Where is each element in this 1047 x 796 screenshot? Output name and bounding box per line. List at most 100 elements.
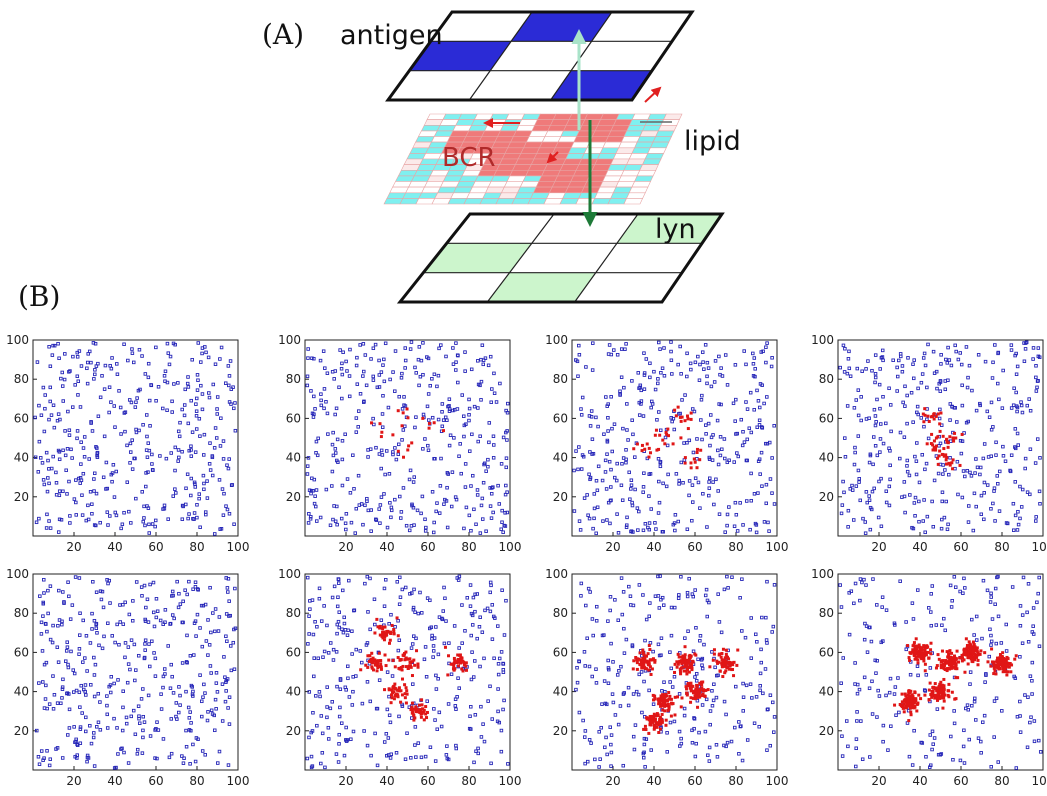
free-receptor-point <box>222 655 226 659</box>
clustered-receptor-point <box>947 682 951 686</box>
free-receptor-point <box>605 518 609 522</box>
clustered-receptor-point <box>664 718 668 722</box>
clustered-receptor-point <box>973 652 977 656</box>
lipid-cell <box>514 192 534 199</box>
free-receptor-point <box>169 451 173 455</box>
clustered-receptor-point <box>722 662 726 666</box>
clustered-receptor-point <box>926 645 930 649</box>
free-receptor-point <box>870 489 875 494</box>
free-receptor-point <box>967 737 972 742</box>
clustered-receptor-point <box>914 650 918 654</box>
free-receptor-point <box>765 707 770 712</box>
clustered-receptor-point <box>648 647 652 651</box>
free-receptor-point <box>60 756 65 760</box>
free-receptor-point <box>925 385 929 390</box>
clustered-receptor-point <box>724 652 728 656</box>
free-receptor-point <box>184 502 188 507</box>
free-receptor-point <box>359 502 364 506</box>
clustered-receptor-point <box>664 723 668 727</box>
free-receptor-point <box>400 587 405 592</box>
free-receptor-point <box>391 370 395 374</box>
free-receptor-point <box>899 354 903 359</box>
free-receptor-point <box>41 680 45 684</box>
free-receptor-point <box>499 728 504 733</box>
clustered-receptor-point <box>955 649 959 653</box>
free-receptor-point <box>612 422 617 426</box>
free-receptor-point <box>594 531 598 536</box>
free-receptor-point <box>473 609 477 614</box>
free-receptor-point <box>597 765 601 769</box>
bcr-cell <box>605 136 625 143</box>
clustered-receptor-point <box>972 647 976 651</box>
clustered-receptor-point <box>931 448 935 452</box>
free-receptor-point <box>985 483 990 487</box>
free-receptor-point <box>173 468 177 473</box>
clustered-receptor-point <box>684 685 688 689</box>
free-receptor-point <box>467 406 472 411</box>
clustered-receptor-point <box>683 665 687 669</box>
lipid-cell <box>602 141 622 149</box>
free-receptor-point <box>185 660 189 665</box>
clustered-receptor-point <box>640 449 644 453</box>
free-receptor-point <box>859 719 863 723</box>
free-receptor-point <box>372 422 376 427</box>
clustered-receptor-point <box>394 692 398 696</box>
free-receptor-point <box>74 500 78 505</box>
free-receptor-point <box>425 699 429 703</box>
free-receptor-point <box>108 690 113 695</box>
free-receptor-point <box>630 500 634 505</box>
free-receptor-point <box>440 410 444 414</box>
clustered-receptor-point <box>392 632 396 636</box>
free-receptor-point <box>150 468 155 472</box>
free-receptor-point <box>1009 348 1014 352</box>
free-receptor-point <box>339 516 344 521</box>
free-receptor-point <box>154 399 158 403</box>
free-receptor-point <box>858 577 863 581</box>
free-receptor-point <box>207 462 212 466</box>
free-receptor-point <box>320 751 325 755</box>
lipid-cell <box>597 153 617 160</box>
clustered-receptor-point <box>943 693 947 697</box>
free-receptor-point <box>1023 466 1027 471</box>
clustered-receptor-point <box>643 724 647 728</box>
antigen-grid-line <box>550 11 613 101</box>
clustered-receptor-point <box>700 686 704 690</box>
free-receptor-point <box>174 701 179 705</box>
free-receptor-point <box>880 348 885 353</box>
clustered-receptor-point <box>647 644 651 648</box>
free-receptor-point <box>490 603 495 607</box>
clustered-receptor-point <box>390 693 394 697</box>
free-receptor-point <box>579 407 583 411</box>
free-receptor-point <box>626 703 631 708</box>
free-receptor-point <box>603 458 608 463</box>
free-receptor-point <box>901 400 905 405</box>
free-receptor-point <box>42 429 47 434</box>
free-receptor-point <box>839 605 844 609</box>
free-receptor-point <box>175 717 179 721</box>
free-receptor-point <box>592 492 597 496</box>
free-receptor-point <box>189 454 194 458</box>
free-receptor-point <box>389 612 393 617</box>
lipid-cell <box>631 181 651 188</box>
clustered-receptor-point <box>652 727 656 731</box>
y-tick-label: 20 <box>286 724 301 738</box>
clustered-receptor-point <box>648 717 652 721</box>
free-receptor-point <box>46 476 50 480</box>
clustered-receptor-point <box>946 666 950 670</box>
free-receptor-point <box>213 728 217 733</box>
red-arrow <box>546 151 559 164</box>
clustered-receptor-point <box>945 440 949 444</box>
free-receptor-point <box>505 438 509 442</box>
clustered-receptor-point <box>392 629 396 633</box>
bcr-cell <box>501 153 522 160</box>
free-receptor-point <box>871 462 875 467</box>
free-receptor-point <box>929 610 933 614</box>
clustered-receptor-point <box>658 433 662 437</box>
free-receptor-point <box>583 761 587 766</box>
free-receptor-point <box>1037 644 1042 649</box>
free-receptor-point <box>981 456 986 461</box>
clustered-receptor-point <box>676 662 680 666</box>
clustered-receptor-point <box>652 698 656 702</box>
free-receptor-point <box>108 363 112 368</box>
